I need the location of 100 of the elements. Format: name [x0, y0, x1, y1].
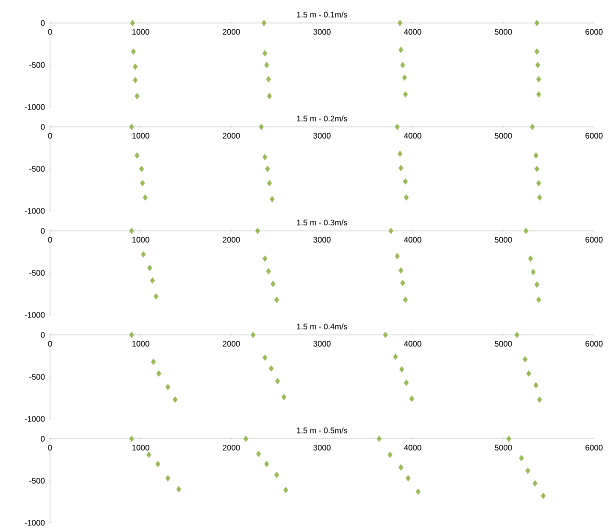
- point: [399, 366, 404, 373]
- point: [540, 492, 546, 500]
- point: [526, 370, 532, 377]
- point: [536, 91, 542, 98]
- x-tick-label: 2000: [222, 29, 240, 35]
- x-tick-label: 6000: [586, 340, 603, 347]
- point: [536, 180, 542, 186]
- y-tick-label: -1000: [24, 416, 45, 422]
- point: [528, 255, 533, 262]
- x-tick-label: 2000: [222, 132, 240, 139]
- point: [264, 62, 270, 68]
- x-tick-label: 0: [48, 444, 52, 451]
- y-tick-label: 0: [40, 332, 45, 338]
- point: [266, 76, 271, 82]
- x-tick-label: 6000: [586, 132, 603, 139]
- point: [398, 164, 404, 172]
- point: [132, 76, 138, 84]
- point: [522, 356, 528, 362]
- x-tick-label: 3000: [313, 340, 331, 347]
- y-tick-label: -500: [29, 374, 45, 380]
- x-tick-label: 1000: [132, 340, 150, 347]
- x-tick-label: 4000: [404, 340, 422, 347]
- chart-title: 1.5 m - 0.1m/s: [297, 12, 348, 18]
- y-tick-label: 0: [40, 228, 45, 234]
- point: [400, 62, 406, 68]
- x-tick-label: 0: [48, 340, 52, 347]
- point: [275, 378, 280, 384]
- y-tick-label: -500: [29, 166, 45, 172]
- point: [534, 281, 540, 288]
- y-tick-label: -1000: [24, 104, 45, 110]
- x-tick-label: 1000: [132, 236, 150, 243]
- x-tick-label: 4000: [404, 444, 422, 451]
- y-tick-label: 0: [40, 436, 45, 442]
- y-tick-label: -1000: [24, 208, 45, 214]
- point: [274, 472, 280, 478]
- point: [264, 460, 270, 468]
- point: [266, 268, 271, 274]
- point: [404, 380, 409, 386]
- point: [266, 92, 272, 100]
- point: [536, 76, 542, 82]
- chart-title: 1.5 m - 0.5m/s: [297, 427, 348, 434]
- point: [130, 48, 136, 55]
- point: [392, 354, 398, 360]
- x-tick-label: 3000: [313, 132, 331, 139]
- y-tick-label: -1000: [24, 312, 45, 318]
- point: [129, 124, 134, 130]
- x-tick-label: 3000: [313, 444, 331, 451]
- point: [142, 194, 148, 201]
- x-tick-label: 0: [48, 29, 52, 35]
- point: [156, 370, 162, 377]
- point: [154, 293, 159, 300]
- point: [406, 475, 411, 482]
- x-tick-label: 4000: [404, 29, 422, 35]
- point: [388, 452, 392, 458]
- point: [268, 365, 274, 372]
- x-tick-label: 5000: [494, 29, 512, 35]
- point: [255, 228, 260, 234]
- x-tick-label: 0: [48, 132, 52, 139]
- x-tick-label: 5000: [494, 132, 512, 139]
- point: [270, 196, 275, 202]
- point: [176, 486, 182, 492]
- point: [530, 268, 536, 276]
- point: [139, 166, 144, 172]
- x-tick-label: 6000: [586, 444, 603, 451]
- point: [402, 91, 408, 98]
- x-tick-label: 1000: [132, 132, 150, 139]
- x-tick-label: 3000: [313, 29, 331, 35]
- point: [129, 332, 134, 338]
- point: [506, 436, 512, 442]
- point: [140, 180, 145, 186]
- point: [398, 464, 404, 471]
- point: [129, 436, 134, 442]
- y-tick-label: -1000: [24, 520, 45, 526]
- point: [155, 460, 160, 468]
- point: [265, 166, 270, 172]
- point: [274, 296, 280, 303]
- point: [140, 251, 146, 258]
- x-tick-label: 5000: [494, 340, 512, 347]
- point: [524, 228, 528, 234]
- point: [398, 46, 404, 54]
- chart-title: 1.5 m - 0.2m/s: [297, 116, 348, 122]
- point: [165, 384, 170, 390]
- point: [266, 180, 272, 186]
- point: [270, 280, 276, 288]
- point: [398, 20, 402, 26]
- x-tick-label: 2000: [222, 444, 240, 451]
- y-tick-label: -500: [29, 270, 45, 276]
- point: [262, 20, 266, 26]
- point: [535, 62, 540, 68]
- point: [262, 154, 268, 160]
- point: [519, 454, 524, 462]
- point: [376, 436, 382, 442]
- point: [402, 178, 408, 185]
- point: [402, 74, 407, 81]
- point: [383, 332, 388, 338]
- point: [130, 20, 135, 26]
- point: [534, 20, 540, 26]
- x-tick-label: 3000: [313, 236, 331, 243]
- point: [398, 150, 402, 157]
- point: [172, 396, 178, 403]
